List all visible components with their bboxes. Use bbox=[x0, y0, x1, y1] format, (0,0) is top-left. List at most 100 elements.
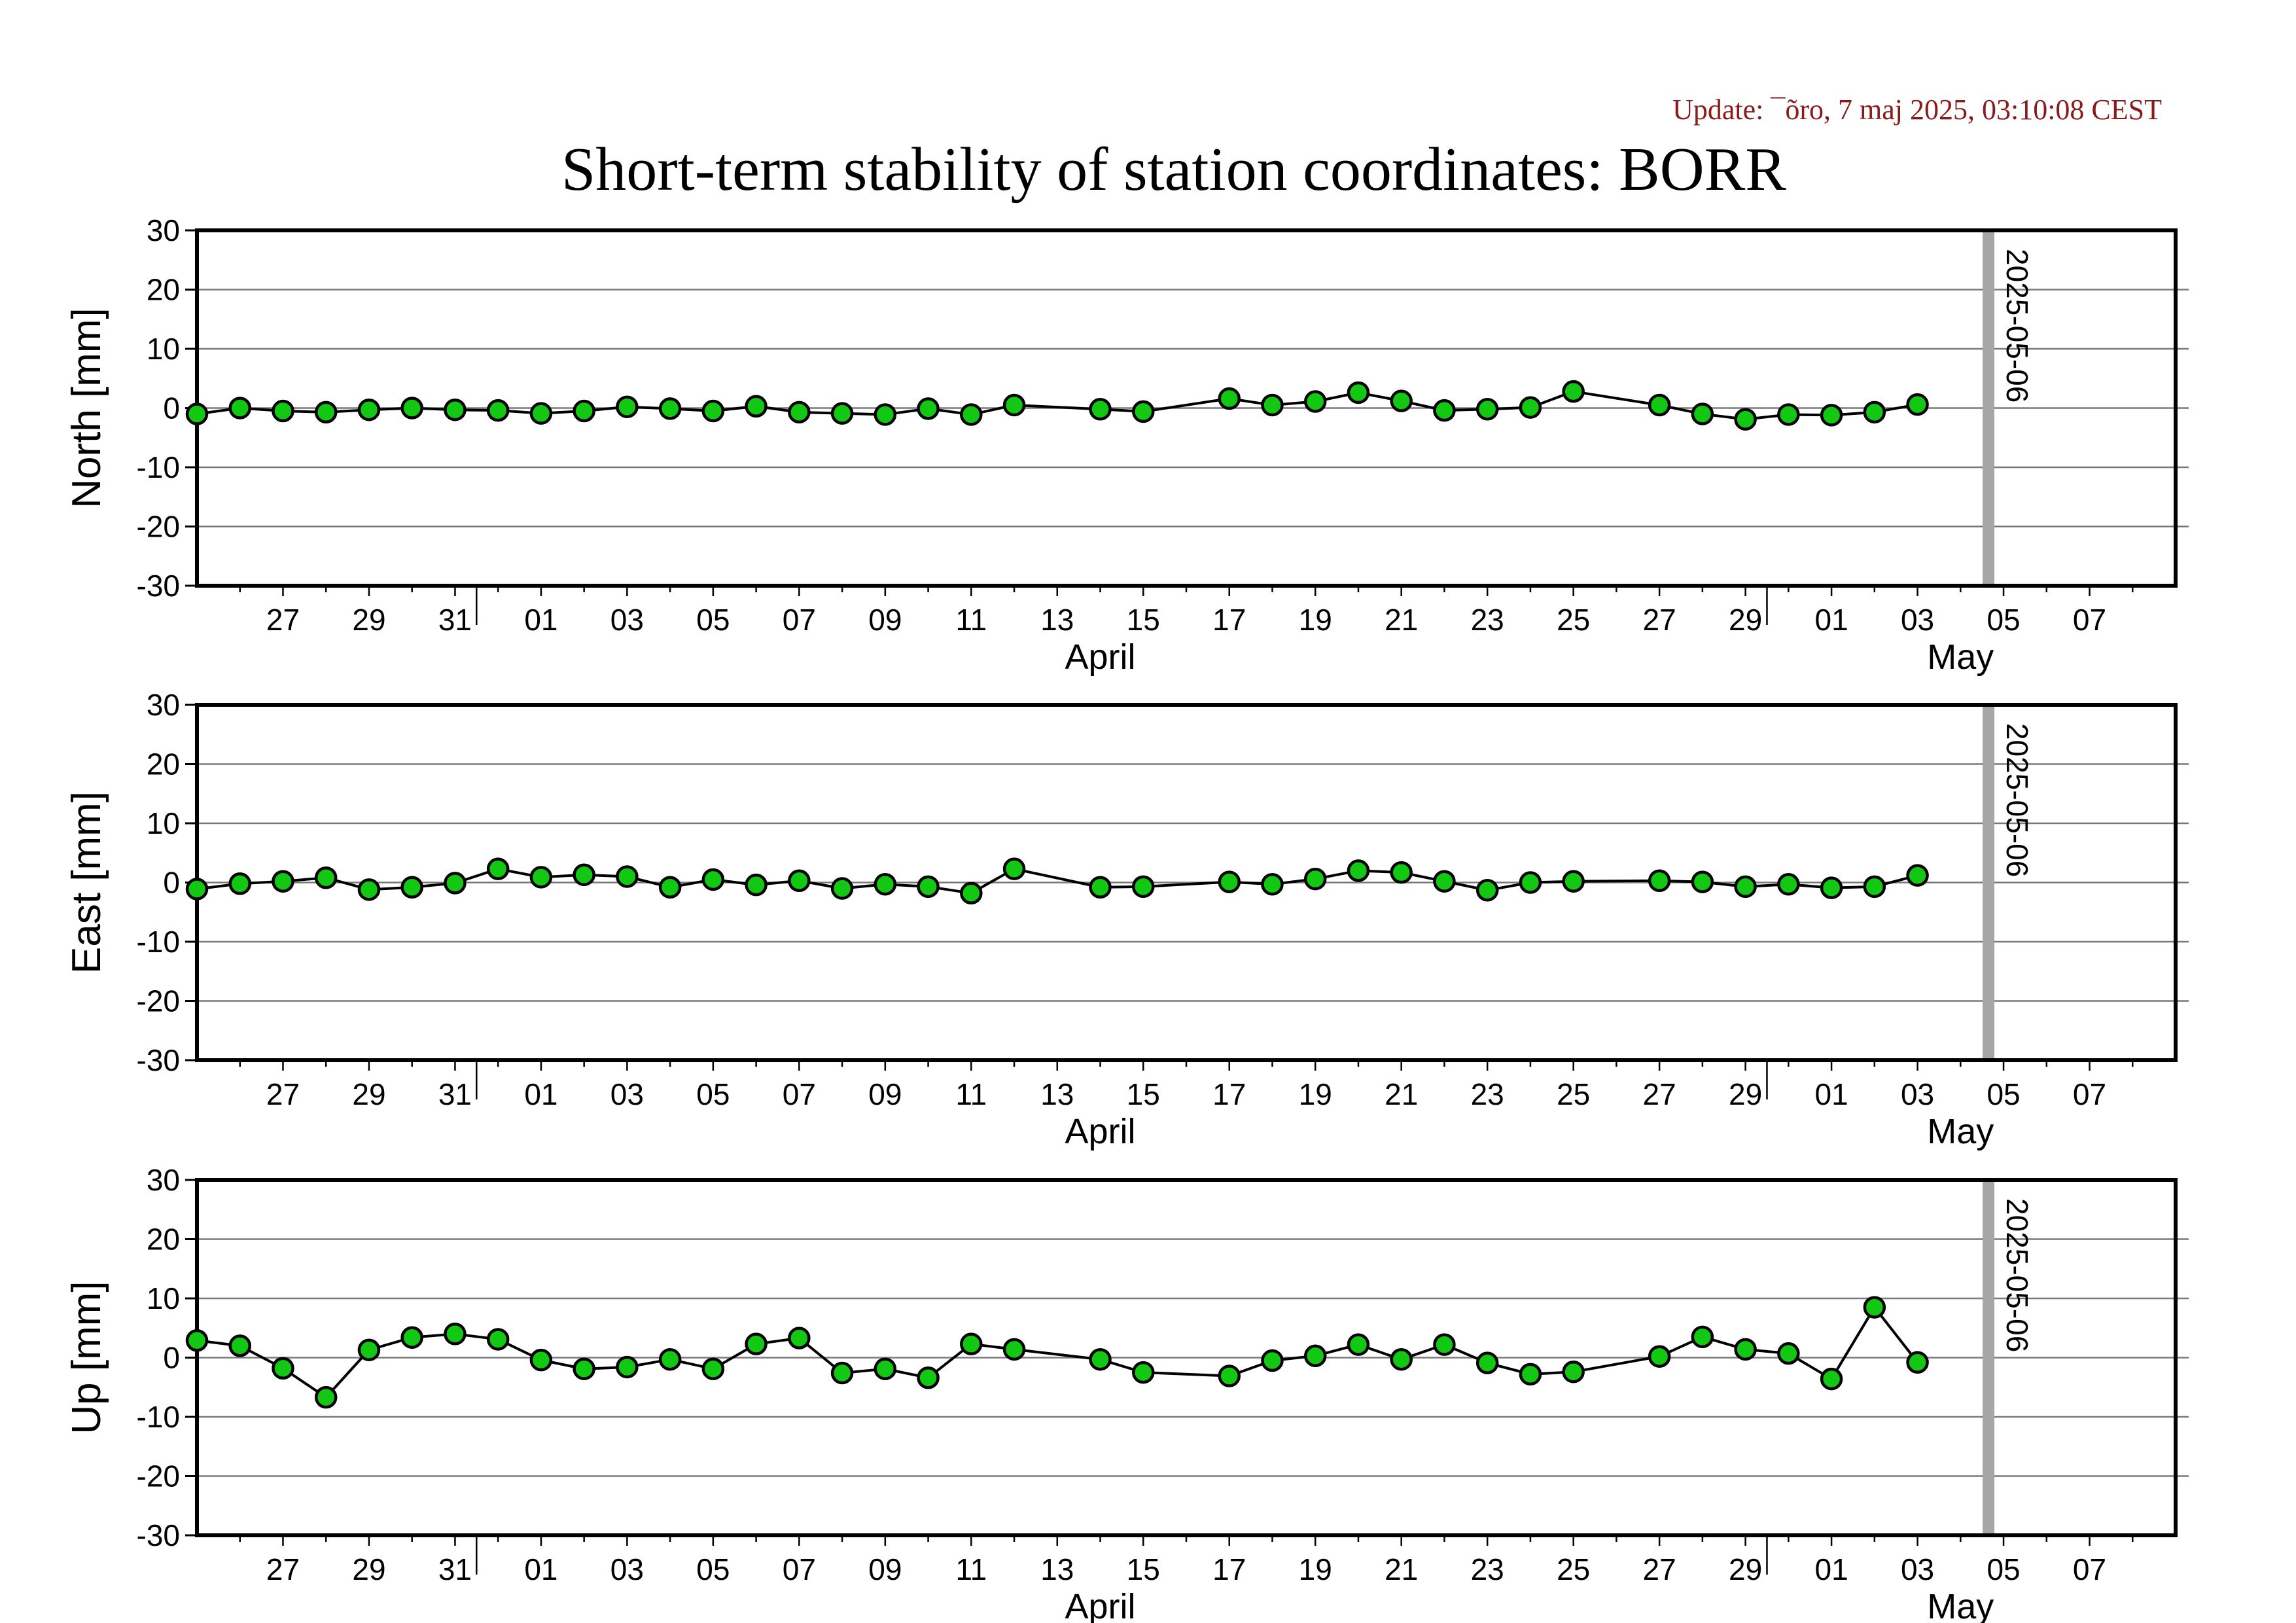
data-point bbox=[1863, 401, 1886, 424]
data-point bbox=[1691, 870, 1714, 893]
data-point bbox=[1475, 398, 1499, 421]
x-tick-label: 31 bbox=[438, 1552, 472, 1586]
data-point bbox=[874, 1357, 897, 1380]
x-tick-label: 21 bbox=[1385, 1552, 1418, 1586]
data-point bbox=[1863, 875, 1886, 899]
x-tick-label: 01 bbox=[1815, 603, 1848, 637]
x-tick-label: 09 bbox=[868, 1077, 902, 1111]
y-tick-label: -10 bbox=[137, 1400, 180, 1434]
x-tick-label: 01 bbox=[524, 603, 557, 637]
x-tick-label: 05 bbox=[1987, 603, 2020, 637]
x-tick-label: 29 bbox=[352, 603, 385, 637]
data-point bbox=[830, 877, 854, 900]
y-tick-label: 20 bbox=[147, 747, 180, 781]
data-point bbox=[185, 878, 209, 901]
y-tick-label: 0 bbox=[163, 391, 180, 425]
panel-up: 30 20 10 0 -10 -20 -30 Up [mm] 27 29 31 01 03 05 07 09 1… bbox=[64, 1163, 2189, 1623]
x-tick-label: 07 bbox=[783, 1077, 816, 1111]
data-point bbox=[1218, 387, 1241, 410]
data-point bbox=[960, 403, 983, 426]
data-point bbox=[960, 882, 983, 905]
y-axis-label: North [mm] bbox=[64, 308, 109, 508]
x-tick-label: 05 bbox=[1987, 1552, 2020, 1586]
x-tick-label: 03 bbox=[1901, 603, 1934, 637]
chart-title: Short-term stability of station coordina… bbox=[561, 135, 1786, 204]
y-tick-label: 30 bbox=[147, 688, 180, 722]
y-tick-label: 10 bbox=[147, 332, 180, 366]
x-tick-label: 15 bbox=[1127, 1552, 1160, 1586]
x-month-label: May bbox=[1927, 637, 1994, 677]
data-point bbox=[573, 399, 595, 423]
data-point bbox=[701, 868, 725, 891]
data-point bbox=[1347, 381, 1370, 404]
x-tick-label: 25 bbox=[1557, 603, 1590, 637]
plot-frame bbox=[195, 1178, 2178, 1537]
data-point bbox=[874, 872, 897, 896]
x-tick-label: 29 bbox=[352, 1552, 385, 1586]
y-axis-label: East [mm] bbox=[64, 791, 109, 974]
data-point bbox=[529, 402, 553, 425]
data-point bbox=[1132, 400, 1155, 423]
x-tick-label: 31 bbox=[438, 603, 472, 637]
data-point bbox=[1218, 1364, 1241, 1387]
y-tick-label: -30 bbox=[137, 1043, 180, 1077]
x-tick-label: 11 bbox=[955, 1077, 987, 1111]
data-point bbox=[917, 397, 940, 420]
x-tick-label: 29 bbox=[352, 1077, 385, 1111]
data-point bbox=[1475, 1351, 1499, 1374]
data-point bbox=[1519, 396, 1542, 419]
data-point bbox=[1906, 393, 1929, 416]
data-point bbox=[400, 397, 423, 419]
data-point bbox=[228, 872, 251, 895]
x-tick-label: 23 bbox=[1471, 1077, 1504, 1111]
x-tick-label: 03 bbox=[1901, 1077, 1934, 1111]
x-tick-label: 29 bbox=[1729, 1552, 1762, 1586]
data-point bbox=[573, 863, 595, 886]
data-point bbox=[400, 876, 423, 899]
x-tick-label: 07 bbox=[2073, 1552, 2106, 1586]
x-tick-label: 29 bbox=[1729, 1077, 1762, 1111]
panels-group: 30 20 10 0 -10 -20 -30 North [mm] 27 29 31 01 03 05 07… bbox=[64, 213, 2189, 1623]
data-point bbox=[1347, 859, 1370, 882]
data-point bbox=[272, 870, 294, 893]
x-tick-label: 05 bbox=[1987, 1077, 2020, 1111]
x-tick-label: 25 bbox=[1557, 1552, 1590, 1586]
y-axis-label: Up [mm] bbox=[64, 1281, 109, 1434]
panel-north: 30 20 10 0 -10 -20 -30 North [mm] 27 29 31 01 03 05 07… bbox=[64, 213, 2189, 677]
data-point bbox=[486, 1328, 510, 1351]
data-point bbox=[1002, 393, 1026, 417]
y-tick-label: -30 bbox=[137, 1518, 180, 1552]
data-point bbox=[357, 878, 381, 901]
x-tick-label: 29 bbox=[1729, 603, 1762, 637]
data-point bbox=[1863, 1296, 1886, 1319]
data-point bbox=[745, 395, 768, 418]
data-point bbox=[185, 402, 209, 425]
data-point bbox=[1648, 1345, 1671, 1368]
x-tick-label: 31 bbox=[438, 1077, 472, 1111]
x-tick-label: 07 bbox=[2073, 603, 2106, 637]
x-tick-label: 19 bbox=[1299, 1552, 1332, 1586]
data-point bbox=[1562, 380, 1585, 403]
data-point bbox=[616, 1355, 639, 1379]
y-tick-label: 0 bbox=[163, 1341, 180, 1375]
x-tick-label: 07 bbox=[783, 1552, 816, 1586]
data-point bbox=[658, 397, 682, 420]
data-point bbox=[1777, 1342, 1800, 1365]
data-point bbox=[1734, 875, 1757, 899]
data-point bbox=[830, 1361, 854, 1385]
x-tick-label: 21 bbox=[1385, 603, 1418, 637]
data-point bbox=[1777, 403, 1800, 426]
data-point bbox=[1303, 867, 1327, 891]
data-point bbox=[1475, 879, 1499, 902]
data-point bbox=[1519, 871, 1542, 894]
data-point bbox=[444, 872, 467, 895]
data-point bbox=[228, 397, 251, 419]
x-tick-label: 17 bbox=[1212, 1552, 1246, 1586]
data-point bbox=[1562, 1360, 1585, 1383]
data-point bbox=[444, 1323, 467, 1346]
y-tick-label: -10 bbox=[137, 450, 180, 484]
x-tick-label: 27 bbox=[266, 1077, 300, 1111]
data-point bbox=[1132, 1361, 1155, 1384]
data-point bbox=[529, 866, 553, 889]
data-point bbox=[1261, 872, 1284, 896]
